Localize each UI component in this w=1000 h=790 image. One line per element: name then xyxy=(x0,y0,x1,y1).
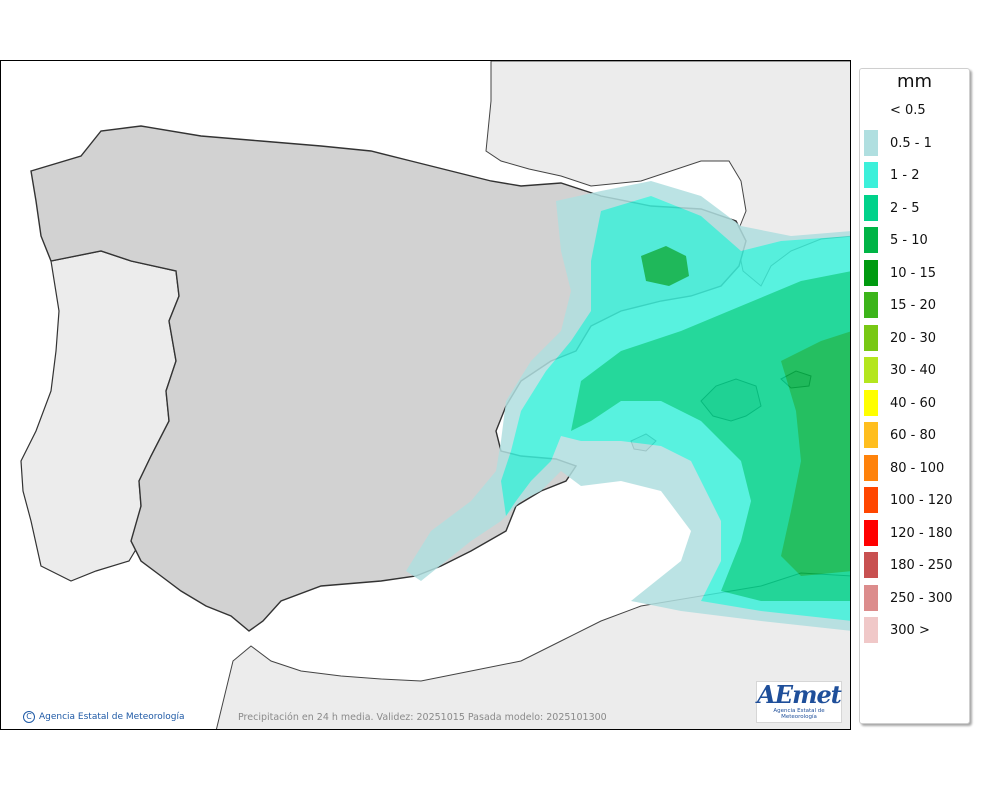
legend-item: 15 - 20 xyxy=(864,292,964,320)
legend-item: 300 > xyxy=(864,617,964,645)
legend-swatch xyxy=(864,129,878,156)
map-caption: Precipitación en 24 h media. Validez: 20… xyxy=(238,712,607,723)
precip-5-10 xyxy=(781,331,850,576)
legend-label: 40 - 60 xyxy=(890,395,937,411)
legend-item: 2 - 5 xyxy=(864,194,964,223)
legend-swatch xyxy=(864,194,878,221)
legend-label: 300 > xyxy=(890,623,930,638)
aemet-credit: C Agencia Estatal de Meteorología xyxy=(23,711,185,723)
legend-item: 80 - 100 xyxy=(864,454,964,483)
legend-item: 100 - 120 xyxy=(864,487,964,515)
legend-item: 20 - 30 xyxy=(864,324,964,353)
legend-item: 10 - 15 xyxy=(864,259,964,288)
legend-label: 180 - 250 xyxy=(890,558,953,573)
legend-label: 15 - 20 xyxy=(890,298,937,313)
legend-swatch xyxy=(864,357,878,383)
precip-2-5 xyxy=(571,271,850,601)
logo-subtitle: Agencia Estatal de Meteorología xyxy=(773,708,825,720)
legend-item: 60 - 80 xyxy=(864,422,964,450)
legend-label: 2 - 5 xyxy=(890,200,920,216)
legend-swatch xyxy=(864,422,878,448)
legend-label: 10 - 15 xyxy=(890,265,937,281)
legend-label: 250 - 300 xyxy=(890,590,953,606)
legend-item: 0.5 - 1 xyxy=(864,129,964,158)
legend-swatch xyxy=(864,389,878,416)
copyright-icon: C xyxy=(23,711,35,723)
legend-swatch xyxy=(864,584,878,611)
legend-swatch xyxy=(864,259,878,286)
legend-label: 60 - 80 xyxy=(890,428,937,443)
legend-item: 30 - 40 xyxy=(864,357,964,385)
precipitation-map: C Agencia Estatal de Meteorología Precip… xyxy=(0,60,851,730)
legend-swatch xyxy=(864,487,878,513)
precip-legend: mm < 0.5 0.5 - 1 1 - 2 2 - 5 5 - 10 10 - 15 15… xyxy=(859,68,970,724)
legend-item: < 0.5 xyxy=(864,97,964,125)
legend-swatch xyxy=(864,454,878,481)
legend-item: 5 - 10 xyxy=(864,227,964,255)
legend-swatch xyxy=(864,97,878,123)
legend-swatch xyxy=(864,552,878,578)
legend-label: 1 - 2 xyxy=(890,168,920,183)
legend-label: 5 - 10 xyxy=(890,233,928,248)
legend-item: 40 - 60 xyxy=(864,389,964,418)
legend-swatch xyxy=(864,292,878,318)
legend-label: 80 - 100 xyxy=(890,460,945,476)
credit-text: Agencia Estatal de Meteorología xyxy=(39,712,185,722)
legend-swatch xyxy=(864,617,878,643)
legend-title: mm xyxy=(896,71,933,92)
legend-item: 1 - 2 xyxy=(864,162,964,190)
legend-swatch xyxy=(864,227,878,253)
legend-item: 250 - 300 xyxy=(864,584,964,613)
legend-label: 30 - 40 xyxy=(890,363,937,378)
aemet-logo: AEmet Agencia Estatal de Meteorología xyxy=(756,681,842,723)
precip-field xyxy=(406,181,850,631)
legend-label: 20 - 30 xyxy=(890,330,937,346)
legend-swatch xyxy=(864,519,878,546)
legend-swatch xyxy=(864,162,878,188)
map-canvas xyxy=(20,61,850,729)
legend-label: < 0.5 xyxy=(890,103,926,118)
precip-5-10-catalonia xyxy=(641,246,689,286)
legend-swatch xyxy=(864,324,878,351)
legend-item: 120 - 180 xyxy=(864,519,964,548)
legend-label: 120 - 180 xyxy=(890,525,953,541)
legend-label: 100 - 120 xyxy=(890,493,953,508)
logo-wordmark: AEmet xyxy=(757,680,842,709)
legend-item: 180 - 250 xyxy=(864,552,964,580)
legend-label: 0.5 - 1 xyxy=(890,135,932,151)
